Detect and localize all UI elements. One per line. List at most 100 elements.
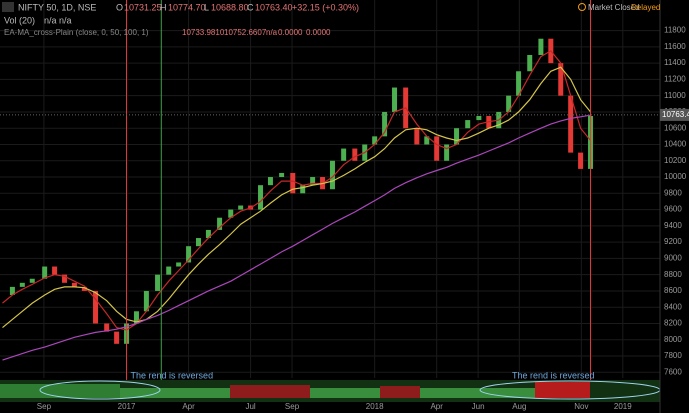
- candle: [372, 136, 378, 145]
- ohlc-label: L: [204, 2, 209, 12]
- volume-block: [230, 385, 310, 398]
- x-tick-label: Sep: [285, 402, 300, 411]
- candle: [434, 136, 440, 161]
- last-price-box: [660, 108, 689, 121]
- candle: [195, 238, 201, 247]
- indicator-value: 10733.9810: [182, 28, 225, 37]
- x-tick-label: Apr: [182, 402, 195, 411]
- candle: [506, 95, 512, 112]
- candle: [52, 266, 58, 275]
- candle: [29, 278, 35, 283]
- candle: [71, 282, 77, 287]
- y-tick-label: 11600: [664, 42, 686, 51]
- symbol: NIFTY 50, 1D, NSE: [18, 2, 96, 12]
- candle: [104, 323, 110, 332]
- candle: [538, 38, 544, 55]
- candle: [527, 54, 533, 72]
- y-tick-label: 7600: [664, 367, 682, 376]
- x-tick-label: Nov: [574, 402, 588, 411]
- candle: [217, 217, 223, 230]
- ohlc-label: H: [160, 2, 167, 12]
- x-tick-label: Sep: [37, 402, 52, 411]
- volume-block: [120, 388, 540, 398]
- y-tick-label: 9200: [664, 237, 682, 246]
- y-tick-label: 11200: [664, 75, 686, 84]
- highlight-ellipse: [39, 380, 161, 400]
- y-tick-label: 8800: [664, 270, 682, 279]
- ohlc-value: 10774.70: [168, 2, 206, 12]
- candle: [382, 111, 388, 137]
- status-icon: [578, 3, 586, 11]
- indicator-label: EA-MA_cross-Plain (close, 0, 50, 100, 1): [4, 28, 149, 37]
- ohlc-value: 10731.25: [124, 2, 162, 12]
- header: NIFTY 50, 1D, NSE O 10731.25 H 10774.70 …: [2, 2, 660, 37]
- candle: [558, 63, 564, 96]
- volume-block: [380, 386, 420, 398]
- indicator-value: 0.0000: [278, 28, 303, 37]
- x-tick-label: Jun: [472, 402, 485, 411]
- candle: [186, 246, 192, 263]
- ohlc-label: C: [247, 2, 254, 12]
- candle: [516, 71, 522, 96]
- candle: [81, 286, 87, 291]
- candle: [454, 128, 460, 145]
- candle: [133, 311, 139, 324]
- candle: [341, 148, 347, 161]
- y-tick-label: 11800: [664, 26, 686, 35]
- candle: [228, 209, 234, 218]
- plot: [2, 0, 594, 380]
- y-tick-label: 8400: [664, 302, 682, 311]
- volume-values: n/a n/a: [44, 15, 72, 25]
- candle: [205, 229, 211, 239]
- y-tick-label: 8200: [664, 319, 682, 328]
- candle: [176, 262, 182, 267]
- ohlc-value: 10688.80: [211, 2, 249, 12]
- ohlc-label: O: [116, 2, 123, 12]
- y-tick-label: 8600: [664, 286, 682, 295]
- candle: [414, 128, 420, 145]
- x-tick-label: Jul: [245, 402, 255, 411]
- candle: [476, 116, 482, 121]
- candle: [9, 286, 15, 296]
- x-tick-label: Aug: [512, 402, 526, 411]
- candle: [300, 185, 306, 194]
- y-tick-label: 9800: [664, 188, 682, 197]
- volume-block: [535, 382, 590, 398]
- x-tick-label: 2019: [614, 402, 632, 411]
- volume-label: Vol (20): [4, 15, 35, 25]
- change: +32.15 (+0.30%): [292, 2, 359, 12]
- candle: [19, 282, 25, 287]
- annotation: The rend is reversed: [512, 370, 595, 380]
- moving-average: [2, 114, 591, 361]
- moving-average: [2, 66, 591, 329]
- delay-status: Delayed: [631, 3, 660, 12]
- candle: [238, 205, 244, 210]
- y-tick-label: 11000: [664, 91, 686, 100]
- y-tick-label: 10200: [664, 156, 687, 165]
- indicator-value: 0.0000: [306, 28, 331, 37]
- candle: [267, 177, 273, 186]
- annotation: The rend is reversed: [131, 370, 214, 380]
- y-tick-label: 11400: [664, 58, 686, 67]
- candle: [93, 290, 99, 324]
- moving-average: [2, 50, 591, 331]
- menu-icon[interactable]: [2, 2, 14, 12]
- market-status: Market Closed: [588, 3, 640, 12]
- candle: [42, 266, 48, 279]
- y-tick-label: 7800: [664, 351, 682, 360]
- candle: [568, 95, 574, 153]
- last-price-label: 10763.40: [662, 110, 689, 119]
- candle: [290, 172, 296, 194]
- candle: [166, 266, 172, 275]
- candle: [114, 331, 120, 344]
- x-tick-label: Apr: [430, 402, 443, 411]
- y-tick-label: 10400: [664, 140, 687, 149]
- candle: [424, 136, 430, 145]
- candle: [444, 144, 450, 161]
- candle: [329, 160, 335, 190]
- candle: [392, 87, 398, 112]
- indicator-value: 10752.6607: [224, 28, 267, 37]
- candle: [279, 172, 285, 178]
